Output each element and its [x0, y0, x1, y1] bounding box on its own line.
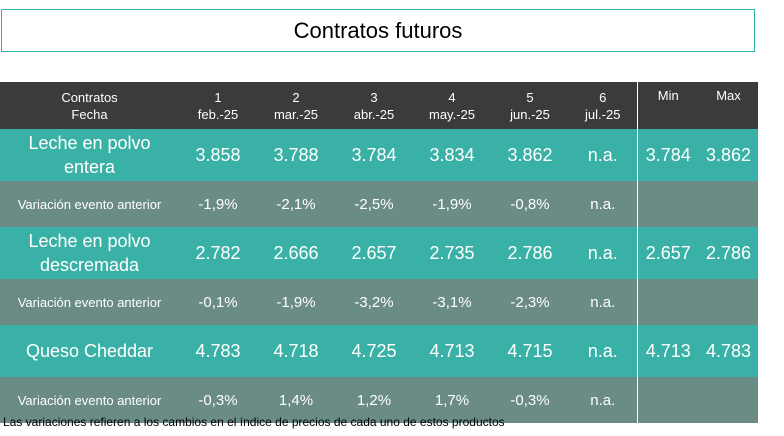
page-title: Contratos futuros: [1, 9, 755, 52]
header-contract-1: 1 feb.-25: [179, 82, 257, 129]
min-cell: [637, 279, 699, 325]
table-cell: -1,9%: [257, 279, 335, 325]
table-cell: 4.725: [335, 325, 413, 377]
table-cell: n.a.: [569, 279, 638, 325]
header-contract-4: 4 may.-25: [413, 82, 491, 129]
table-cell: -3,1%: [413, 279, 491, 325]
table-cell: 1,7%: [413, 377, 491, 423]
row-label: Leche en polvo descremada: [0, 227, 179, 279]
header-max: Max: [699, 82, 758, 129]
min-cell: 4.713: [637, 325, 699, 377]
table-cell: n.a.: [569, 377, 638, 423]
table-cell: 2.657: [335, 227, 413, 279]
table-cell: 4.783: [179, 325, 257, 377]
header-min: Min: [637, 82, 699, 129]
table-cell: 4.713: [413, 325, 491, 377]
table-cell: n.a.: [569, 325, 638, 377]
max-cell: 4.783: [699, 325, 758, 377]
table-cell: n.a.: [569, 129, 638, 181]
table-cell: 2.666: [257, 227, 335, 279]
table-cell: n.a.: [569, 181, 638, 227]
min-cell: 2.657: [637, 227, 699, 279]
header-contract-3: 3 abr.-25: [335, 82, 413, 129]
futures-table: Contratos Fecha 1 feb.-25 2 mar.-25 3 abr.-…: [0, 82, 758, 423]
table-cell: n.a.: [569, 227, 638, 279]
table-cell: -2,5%: [335, 181, 413, 227]
min-cell: 3.784: [637, 129, 699, 181]
table-cell: 4.718: [257, 325, 335, 377]
table-cell: 1,2%: [335, 377, 413, 423]
max-cell: [699, 181, 758, 227]
header-contract-5: 5 jun.-25: [491, 82, 569, 129]
table-cell: -1,9%: [179, 181, 257, 227]
table-cell: 3.834: [413, 129, 491, 181]
footnote: Las variaciones refieren a los cambios e…: [3, 415, 505, 429]
row-label: Variación evento anterior: [0, 377, 179, 423]
table-row: Variación evento anterior -0,3% 1,4% 1,2…: [0, 377, 758, 423]
table-row: Leche en polvo entera 3.858 3.788 3.784 3…: [0, 129, 758, 181]
max-cell: 3.862: [699, 129, 758, 181]
table-row: Variación evento anterior -0,1% -1,9% -3…: [0, 279, 758, 325]
table-cell: 4.715: [491, 325, 569, 377]
table-cell: -3,2%: [335, 279, 413, 325]
table-cell: 1,4%: [257, 377, 335, 423]
table-cell: -0,8%: [491, 181, 569, 227]
table-cell: 2.782: [179, 227, 257, 279]
row-label: Queso Cheddar: [0, 325, 179, 377]
row-label: Leche en polvo entera: [0, 129, 179, 181]
max-cell: 2.786: [699, 227, 758, 279]
min-cell: [637, 181, 699, 227]
table-cell: -2,1%: [257, 181, 335, 227]
table-cell: -1,9%: [413, 181, 491, 227]
table-row: Leche en polvo descremada 2.782 2.666 2.6…: [0, 227, 758, 279]
row-label: Variación evento anterior: [0, 181, 179, 227]
min-cell: [637, 377, 699, 423]
table-cell: 3.862: [491, 129, 569, 181]
header-row-label: Contratos Fecha: [0, 82, 179, 129]
max-cell: [699, 377, 758, 423]
table-cell: -0,1%: [179, 279, 257, 325]
table-cell: 3.788: [257, 129, 335, 181]
max-cell: [699, 279, 758, 325]
table-row: Variación evento anterior -1,9% -2,1% -2…: [0, 181, 758, 227]
table-cell: 2.735: [413, 227, 491, 279]
header-contract-6: 6 jul.-25: [569, 82, 638, 129]
table-cell: -0,3%: [179, 377, 257, 423]
table-cell: -2,3%: [491, 279, 569, 325]
header-contract-2: 2 mar.-25: [257, 82, 335, 129]
header-row: Contratos Fecha 1 feb.-25 2 mar.-25 3 abr.-…: [0, 82, 758, 129]
table-cell: 3.858: [179, 129, 257, 181]
table-row: Queso Cheddar 4.783 4.718 4.725 4.713 4.…: [0, 325, 758, 377]
table-cell: -0,3%: [491, 377, 569, 423]
table-cell: 3.784: [335, 129, 413, 181]
table-cell: 2.786: [491, 227, 569, 279]
row-label: Variación evento anterior: [0, 279, 179, 325]
